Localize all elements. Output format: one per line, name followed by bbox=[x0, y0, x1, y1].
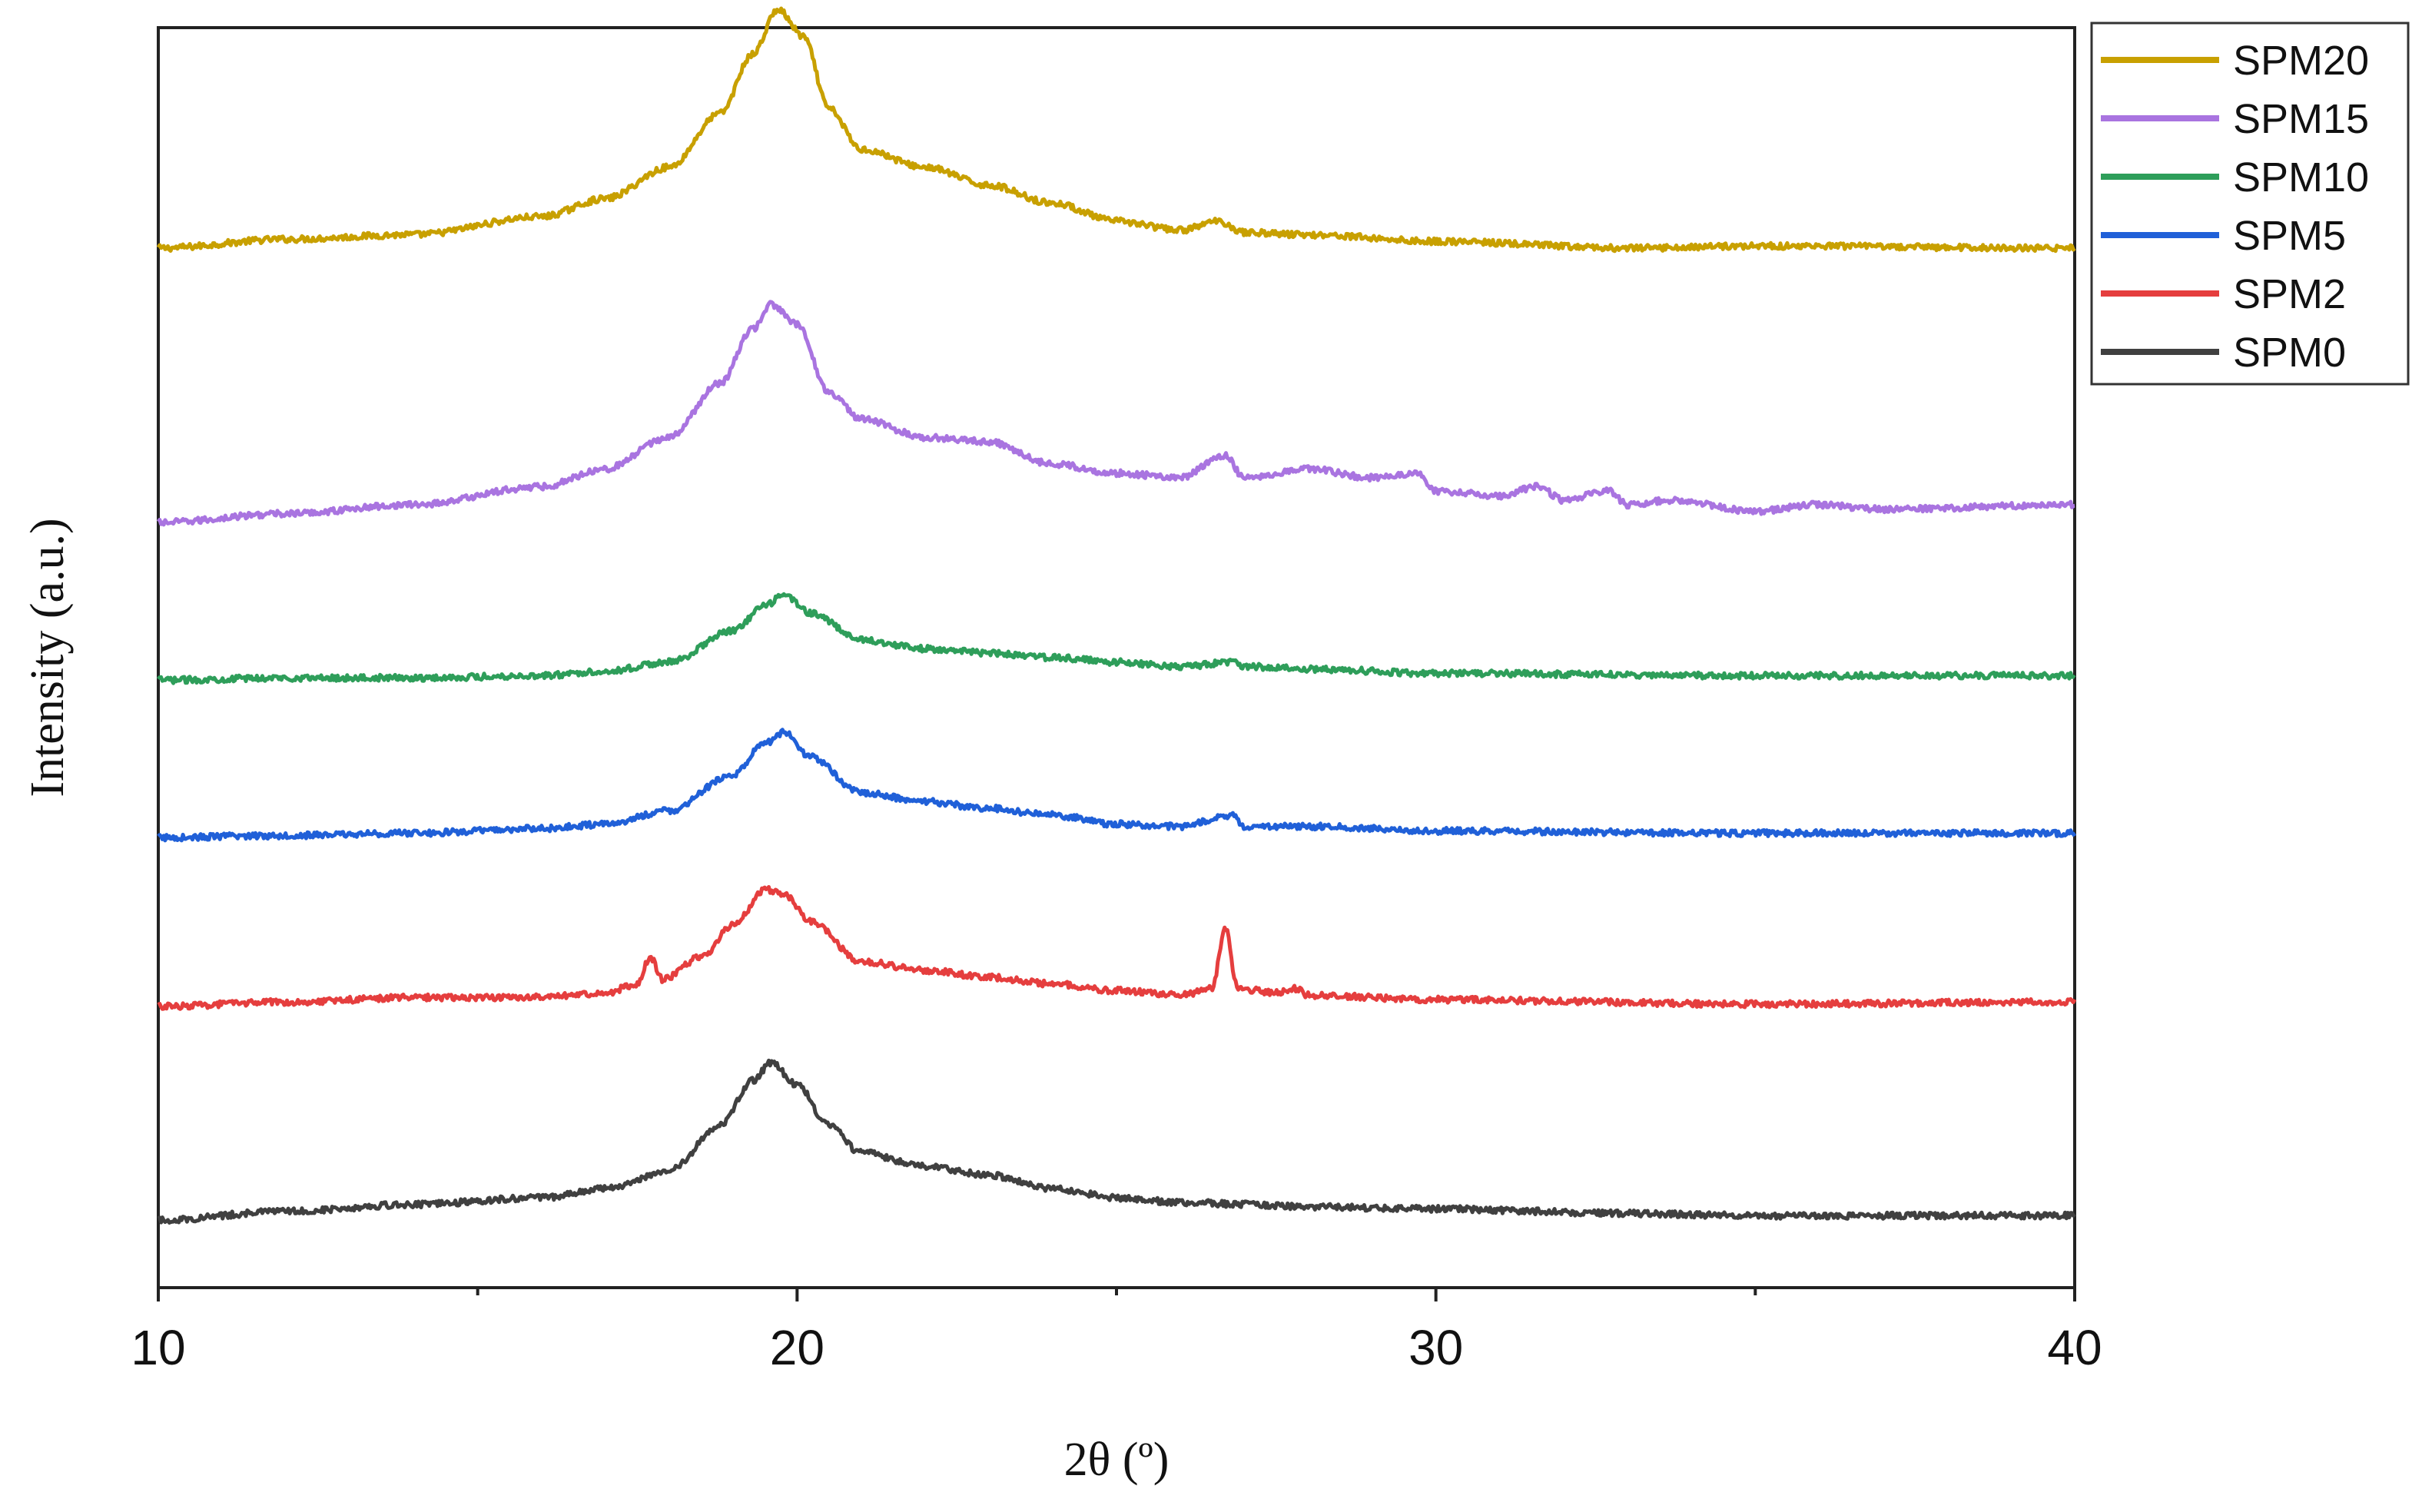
series-line-spm2 bbox=[157, 885, 2077, 1011]
x-axis-ticks bbox=[157, 1288, 2076, 1301]
legend-label-spm10: SPM10 bbox=[2233, 154, 2369, 201]
y-axis-title: Intensity (a.u.) bbox=[22, 518, 74, 797]
series-lines bbox=[156, 6, 2077, 1225]
legend-label-spm2: SPM2 bbox=[2233, 271, 2346, 317]
series-line-spm5 bbox=[157, 728, 2077, 843]
series-line-spm0 bbox=[157, 1058, 2076, 1225]
x-tick-label: 10 bbox=[131, 1320, 185, 1375]
legend-box bbox=[2090, 22, 2410, 386]
series-line-spm10 bbox=[157, 592, 2076, 685]
legend-label-spm15: SPM15 bbox=[2233, 96, 2369, 142]
x-axis-title: 2θ (º) bbox=[1064, 1434, 1170, 1486]
legend: SPM20 SPM15 SPM10 SPM5 SPM2 SPM0 bbox=[2090, 22, 2410, 386]
legend-label-spm20: SPM20 bbox=[2233, 38, 2369, 84]
x-axis-tick-labels: 10 20 30 40 bbox=[131, 1320, 2102, 1375]
x-tick-label: 40 bbox=[2047, 1320, 2102, 1375]
x-tick-label: 20 bbox=[770, 1320, 824, 1375]
legend-label-spm5: SPM5 bbox=[2233, 213, 2346, 259]
x-tick-label: 30 bbox=[1408, 1320, 1463, 1375]
series-line-spm15 bbox=[156, 300, 2075, 527]
series-line-spm20 bbox=[156, 6, 2076, 254]
legend-label-spm0: SPM0 bbox=[2233, 330, 2346, 376]
